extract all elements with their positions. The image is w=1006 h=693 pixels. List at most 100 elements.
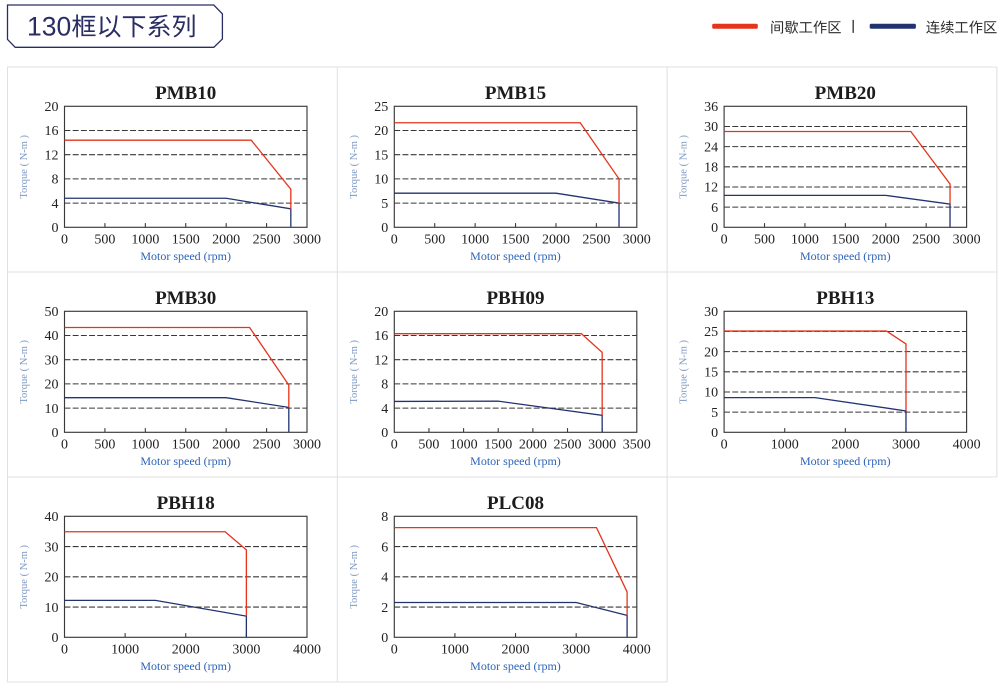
svg-text:15: 15 bbox=[374, 148, 388, 163]
svg-text:4000: 4000 bbox=[623, 642, 651, 657]
svg-text:2500: 2500 bbox=[912, 232, 940, 247]
svg-text:1000: 1000 bbox=[131, 232, 159, 247]
svg-text:0: 0 bbox=[381, 221, 388, 236]
svg-text:8: 8 bbox=[52, 173, 59, 188]
svg-text:PMB10: PMB10 bbox=[155, 83, 216, 104]
svg-text:0: 0 bbox=[61, 437, 68, 452]
svg-text:2500: 2500 bbox=[253, 232, 281, 247]
svg-text:5: 5 bbox=[381, 197, 388, 212]
svg-text:40: 40 bbox=[45, 329, 59, 344]
svg-text:Torque ( N-m ): Torque ( N-m ) bbox=[679, 339, 690, 403]
svg-text:0: 0 bbox=[52, 426, 59, 441]
svg-text:500: 500 bbox=[424, 232, 445, 247]
svg-text:0: 0 bbox=[381, 631, 388, 646]
svg-text:4: 4 bbox=[381, 402, 388, 417]
svg-text:0: 0 bbox=[381, 426, 388, 441]
svg-text:2000: 2000 bbox=[212, 437, 240, 452]
svg-text:3000: 3000 bbox=[588, 437, 616, 452]
svg-text:500: 500 bbox=[418, 437, 439, 452]
svg-text:6: 6 bbox=[381, 540, 388, 555]
svg-text:4: 4 bbox=[52, 197, 59, 212]
svg-text:8: 8 bbox=[381, 378, 388, 393]
svg-text:30: 30 bbox=[45, 353, 59, 368]
svg-text:3000: 3000 bbox=[623, 232, 651, 247]
svg-text:50: 50 bbox=[45, 305, 59, 320]
svg-text:1000: 1000 bbox=[111, 642, 139, 657]
svg-text:1500: 1500 bbox=[484, 437, 512, 452]
svg-text:25: 25 bbox=[704, 325, 718, 340]
svg-text:12: 12 bbox=[45, 148, 59, 163]
svg-text:0: 0 bbox=[391, 642, 398, 657]
svg-text:PMB30: PMB30 bbox=[155, 288, 216, 309]
svg-text:130: 130 bbox=[27, 11, 71, 41]
svg-text:1500: 1500 bbox=[172, 437, 200, 452]
svg-text:5: 5 bbox=[711, 406, 718, 421]
svg-text:0: 0 bbox=[711, 221, 718, 236]
svg-text:3000: 3000 bbox=[562, 642, 590, 657]
svg-text:16: 16 bbox=[45, 124, 59, 139]
svg-text:2500: 2500 bbox=[253, 437, 281, 452]
svg-text:PBH09: PBH09 bbox=[486, 288, 544, 309]
svg-text:0: 0 bbox=[721, 437, 728, 452]
svg-text:Torque ( N-m ): Torque ( N-m ) bbox=[349, 544, 360, 608]
svg-text:Motor speed (rpm): Motor speed (rpm) bbox=[470, 454, 561, 468]
svg-text:30: 30 bbox=[704, 305, 718, 320]
svg-text:1000: 1000 bbox=[791, 232, 819, 247]
svg-text:Motor speed (rpm): Motor speed (rpm) bbox=[470, 659, 561, 673]
svg-text:2500: 2500 bbox=[582, 232, 610, 247]
svg-text:1000: 1000 bbox=[771, 437, 799, 452]
svg-text:3500: 3500 bbox=[623, 437, 651, 452]
svg-text:2500: 2500 bbox=[554, 437, 582, 452]
svg-text:20: 20 bbox=[374, 305, 388, 320]
svg-text:2000: 2000 bbox=[172, 642, 200, 657]
svg-text:20: 20 bbox=[45, 378, 59, 393]
svg-text:4000: 4000 bbox=[953, 437, 981, 452]
svg-text:500: 500 bbox=[94, 232, 115, 247]
svg-text:1000: 1000 bbox=[461, 232, 489, 247]
svg-text:Motor speed (rpm): Motor speed (rpm) bbox=[800, 454, 891, 468]
svg-text:Torque ( N-m ): Torque ( N-m ) bbox=[19, 339, 30, 403]
svg-text:Torque ( N-m ): Torque ( N-m ) bbox=[19, 134, 30, 198]
svg-text:Torque ( N-m ): Torque ( N-m ) bbox=[679, 134, 690, 198]
svg-text:PMB20: PMB20 bbox=[815, 83, 876, 104]
svg-text:10: 10 bbox=[45, 601, 59, 616]
svg-text:3000: 3000 bbox=[892, 437, 920, 452]
svg-text:10: 10 bbox=[45, 402, 59, 417]
svg-text:500: 500 bbox=[754, 232, 775, 247]
svg-text:30: 30 bbox=[45, 540, 59, 555]
svg-text:Motor speed (rpm): Motor speed (rpm) bbox=[800, 249, 891, 263]
svg-text:2000: 2000 bbox=[519, 437, 547, 452]
svg-text:30: 30 bbox=[704, 120, 718, 135]
svg-text:Motor speed (rpm): Motor speed (rpm) bbox=[140, 659, 231, 673]
svg-text:3000: 3000 bbox=[953, 232, 981, 247]
svg-text:Torque ( N-m ): Torque ( N-m ) bbox=[19, 544, 30, 608]
svg-text:40: 40 bbox=[45, 510, 59, 525]
svg-text:10: 10 bbox=[374, 173, 388, 188]
svg-text:0: 0 bbox=[61, 232, 68, 247]
svg-text:0: 0 bbox=[61, 642, 68, 657]
svg-text:20: 20 bbox=[374, 124, 388, 139]
svg-text:Torque ( N-m ): Torque ( N-m ) bbox=[349, 134, 360, 198]
svg-text:12: 12 bbox=[704, 181, 718, 196]
svg-text:Motor speed (rpm): Motor speed (rpm) bbox=[140, 249, 231, 263]
svg-text:2000: 2000 bbox=[502, 642, 530, 657]
svg-text:2: 2 bbox=[381, 601, 388, 616]
svg-text:8: 8 bbox=[381, 510, 388, 525]
svg-text:PBH13: PBH13 bbox=[816, 288, 874, 309]
svg-text:1500: 1500 bbox=[831, 232, 859, 247]
svg-text:2000: 2000 bbox=[831, 437, 859, 452]
svg-text:PMB15: PMB15 bbox=[485, 83, 546, 104]
svg-text:24: 24 bbox=[704, 140, 718, 155]
svg-text:Motor speed (rpm): Motor speed (rpm) bbox=[470, 249, 561, 263]
svg-text:4: 4 bbox=[381, 571, 388, 586]
svg-text:0: 0 bbox=[711, 426, 718, 441]
svg-text:3000: 3000 bbox=[232, 642, 260, 657]
svg-text:2000: 2000 bbox=[542, 232, 570, 247]
svg-text:2000: 2000 bbox=[212, 232, 240, 247]
svg-text:0: 0 bbox=[391, 232, 398, 247]
svg-text:0: 0 bbox=[721, 232, 728, 247]
svg-text:0: 0 bbox=[52, 221, 59, 236]
svg-text:6: 6 bbox=[711, 201, 718, 216]
svg-text:PBH18: PBH18 bbox=[157, 493, 215, 514]
svg-text:1500: 1500 bbox=[172, 232, 200, 247]
